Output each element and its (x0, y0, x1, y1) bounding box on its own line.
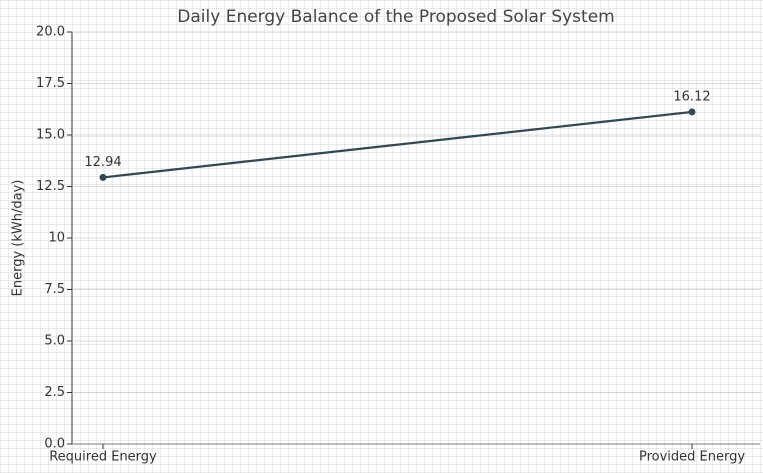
x-tick-label: Required Energy (49, 450, 157, 465)
y-axis-label: Energy (kWh/day) (11, 180, 26, 297)
y-tick-label: 7.5 (44, 282, 65, 297)
y-tick-label: 2.5 (44, 385, 65, 400)
point (688, 108, 696, 116)
point (99, 173, 107, 181)
y-tick-label: 20.0 (36, 25, 65, 40)
y-tick-label: 12.5 (36, 179, 65, 194)
y-tick-label: 15.0 (36, 128, 65, 143)
y-tick-label: 10 (48, 231, 65, 246)
data-label: 16.12 (673, 89, 710, 104)
line (102, 110, 693, 179)
x-tick-label: Provided Energy (639, 450, 745, 465)
chart-title: Daily Energy Balance of the Proposed Sol… (177, 7, 614, 27)
y-tick-label: 0.0 (44, 437, 65, 452)
data-label: 12.94 (84, 155, 121, 170)
y-tick-label: 17.5 (36, 76, 65, 91)
y-tick-label: 5.0 (44, 334, 65, 349)
